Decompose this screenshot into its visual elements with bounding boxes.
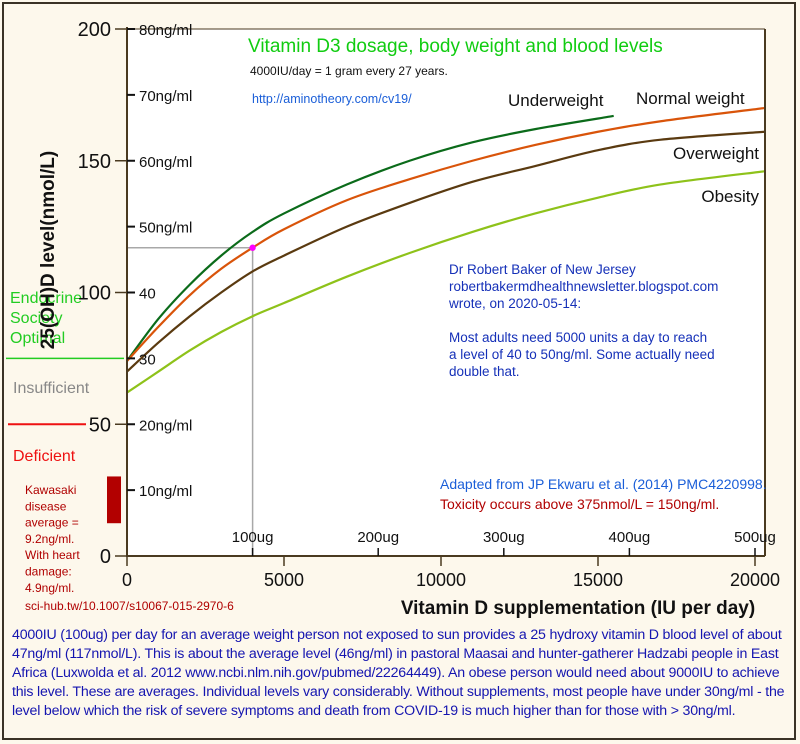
- y-tick-label: 50: [89, 414, 111, 436]
- x2-tick-label: 100ug: [232, 529, 274, 546]
- series-line-underweight: [126, 114, 614, 362]
- y2-tick-label: 50ng/ml: [139, 220, 192, 237]
- baker-note-line: robertbakermdhealthnewsletter.blogspot.c…: [449, 279, 718, 294]
- y2-tick-label: 80ng/ml: [139, 22, 192, 39]
- y2-tick-label: 20ng/ml: [139, 417, 192, 434]
- caption: 4000IU (100ug) per day for an average we…: [12, 627, 785, 719]
- baker-note-line: Dr Robert Baker of New Jersey: [449, 262, 636, 277]
- kawasaki-note-line: With heart: [25, 548, 80, 562]
- highlight-marker: [249, 244, 256, 251]
- y-tick-label: 200: [78, 19, 111, 41]
- x-tick-label: 20000: [730, 570, 780, 590]
- kawasaki-note-line: damage:: [25, 565, 72, 579]
- insufficient-band-label: Insufficient: [13, 380, 90, 397]
- y-tick-label: 0: [100, 546, 111, 568]
- x2-tick-label: 300ug: [483, 529, 525, 546]
- x-tick-label: 0: [122, 570, 132, 590]
- series-label: Normal weight: [636, 89, 745, 108]
- series-label: Underweight: [508, 91, 604, 110]
- kawasaki-note-line: 4.9ng/ml.: [25, 581, 74, 595]
- series-label: Overweight: [673, 144, 759, 163]
- kawasaki-reference[interactable]: sci-hub.tw/10.1007/s10067-015-2970-6: [25, 599, 234, 613]
- x2-tick-label: 400ug: [609, 529, 651, 546]
- source-link[interactable]: http://aminotheory.com/cv19/: [252, 92, 412, 106]
- toxicity-annotation: Toxicity occurs above 375nmol/L = 150ng/…: [440, 496, 719, 512]
- x-tick-label: 15000: [573, 570, 623, 590]
- x2-tick-label: 500ug: [734, 529, 776, 546]
- kawasaki-note-line: average =: [25, 516, 79, 530]
- optimal-band-label: Optimal: [10, 330, 65, 347]
- series-label: Obesity: [701, 187, 759, 206]
- chart-title: Vitamin D3 dosage, body weight and blood…: [248, 36, 663, 57]
- kawasaki-note-line: 9.2ng/ml.: [25, 532, 74, 546]
- baker-note-line: double that.: [449, 364, 520, 379]
- y-axis-label: 25(OH)D level(nmol/L): [38, 151, 59, 349]
- y2-tick-label: 10ng/ml: [139, 483, 192, 500]
- x-tick-label: 5000: [264, 570, 304, 590]
- baker-note-line: a level of 40 to 50ng/ml. Some actually …: [449, 347, 715, 362]
- deficient-band-label: Deficient: [13, 448, 76, 465]
- y2-tick-label: 30: [139, 351, 156, 368]
- x2-tick-label: 200ug: [357, 529, 399, 546]
- kawasaki-range-bar: [107, 476, 121, 524]
- kawasaki-note-line: Kawasaki: [25, 483, 76, 497]
- baker-note-line: Most adults need 5000 units a day to rea…: [449, 330, 707, 345]
- y-tick-label: 100: [78, 283, 111, 305]
- baker-note-line: wrote, on 2020-05-14:: [448, 296, 581, 311]
- series-line-normal-weight: [126, 106, 765, 362]
- y2-tick-label: 40: [139, 286, 156, 303]
- y2-tick-label: 70ng/ml: [139, 88, 192, 105]
- x-tick-label: 10000: [416, 570, 466, 590]
- plot-area: [127, 29, 765, 556]
- optimal-band-label: Society: [10, 310, 62, 327]
- series-line-overweight: [126, 130, 765, 373]
- series-line-obesity: [126, 170, 765, 394]
- kawasaki-note-line: disease: [25, 499, 67, 513]
- y-tick-label: 150: [78, 151, 111, 173]
- chart-subtitle: 4000IU/day = 1 gram every 27 years.: [250, 64, 448, 78]
- optimal-band-label: Endocrine: [10, 290, 82, 307]
- x-axis-label: Vitamin D supplementation (IU per day): [401, 598, 755, 619]
- source-annotation: Adapted from JP Ekwaru et al. (2014) PMC…: [440, 476, 767, 492]
- y2-tick-label: 60ng/ml: [139, 154, 192, 171]
